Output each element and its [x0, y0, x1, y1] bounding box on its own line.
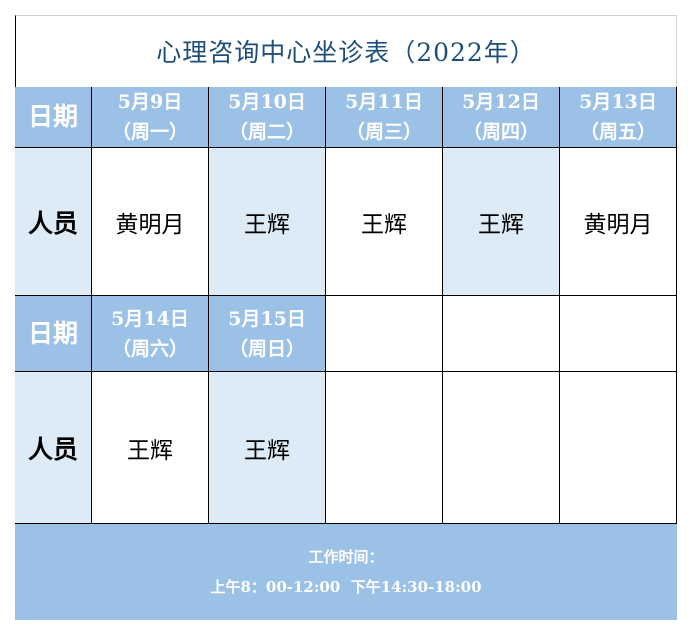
empty-cell — [560, 372, 677, 524]
working-hours: 工作时间： 上午8：00-12:00 下午14:30-18:00 — [15, 524, 677, 620]
empty-cell — [560, 296, 677, 372]
date-header: 5月10日 （周二） — [209, 87, 326, 148]
date-header-text: （周一） — [111, 121, 188, 143]
person-cell-text: 黄明月 — [115, 211, 185, 238]
date-header-text: （周五） — [579, 121, 656, 143]
date-header-text: 5月9日 — [117, 91, 183, 113]
date-header: 5月15日 （周日） — [209, 296, 326, 372]
date-header: 5月14日 （周六） — [92, 296, 209, 372]
working-hours-value: 上午8：00-12:00 下午14:30-18:00 — [210, 578, 482, 596]
person-cell-text: 王辉 — [361, 211, 407, 238]
person-cell-text: 黄明月 — [583, 211, 653, 238]
person-cell: 王辉 — [209, 372, 326, 524]
empty-cell — [326, 372, 443, 524]
person-label-text: 人员 — [27, 208, 78, 238]
empty-cell — [326, 296, 443, 372]
date-header-text: 5月11日 — [345, 91, 423, 113]
person-label: 人员 — [15, 372, 92, 524]
date-header-text: 5月12日 — [462, 91, 540, 113]
date-header-text: （周四） — [462, 121, 539, 143]
date-header-text: 5月14日 — [111, 307, 189, 330]
person-cell: 王辉 — [326, 148, 443, 296]
person-cell: 王辉 — [209, 148, 326, 296]
working-hours-label: 工作时间： — [308, 548, 384, 566]
person-cell: 王辉 — [443, 148, 560, 296]
page-title: 心理咨询中心坐诊表（2022年） — [156, 38, 536, 67]
empty-cell — [443, 372, 560, 524]
date-header-text: 5月10日 — [228, 91, 306, 113]
person-cell: 黄明月 — [560, 148, 677, 296]
person-cell-text: 王辉 — [127, 437, 173, 464]
date-header-text: （周六） — [111, 337, 188, 360]
person-cell: 王辉 — [92, 372, 209, 524]
person-label-text: 人员 — [27, 434, 78, 464]
date-header-text: 5月15日 — [228, 307, 306, 330]
date-header: 5月9日 （周一） — [92, 87, 209, 148]
date-label: 日期 — [15, 296, 92, 372]
date-header: 5月12日 （周四） — [443, 87, 560, 148]
date-header-text: （周日） — [228, 337, 305, 360]
date-header-text: （周三） — [345, 121, 422, 143]
date-label: 日期 — [15, 87, 92, 148]
person-label: 人员 — [15, 148, 92, 296]
person-cell-text: 王辉 — [244, 437, 290, 464]
date-header-text: （周二） — [228, 121, 305, 143]
person-cell-text: 王辉 — [244, 211, 290, 238]
date-header-text: 5月13日 — [579, 91, 657, 113]
empty-cell — [443, 296, 560, 372]
person-cell-text: 王辉 — [478, 211, 524, 238]
date-header: 5月11日 （周三） — [326, 87, 443, 148]
date-label-text: 日期 — [27, 102, 78, 131]
person-cell: 黄明月 — [92, 148, 209, 296]
date-header: 5月13日 （周五） — [560, 87, 677, 148]
date-label-text: 日期 — [27, 318, 78, 348]
